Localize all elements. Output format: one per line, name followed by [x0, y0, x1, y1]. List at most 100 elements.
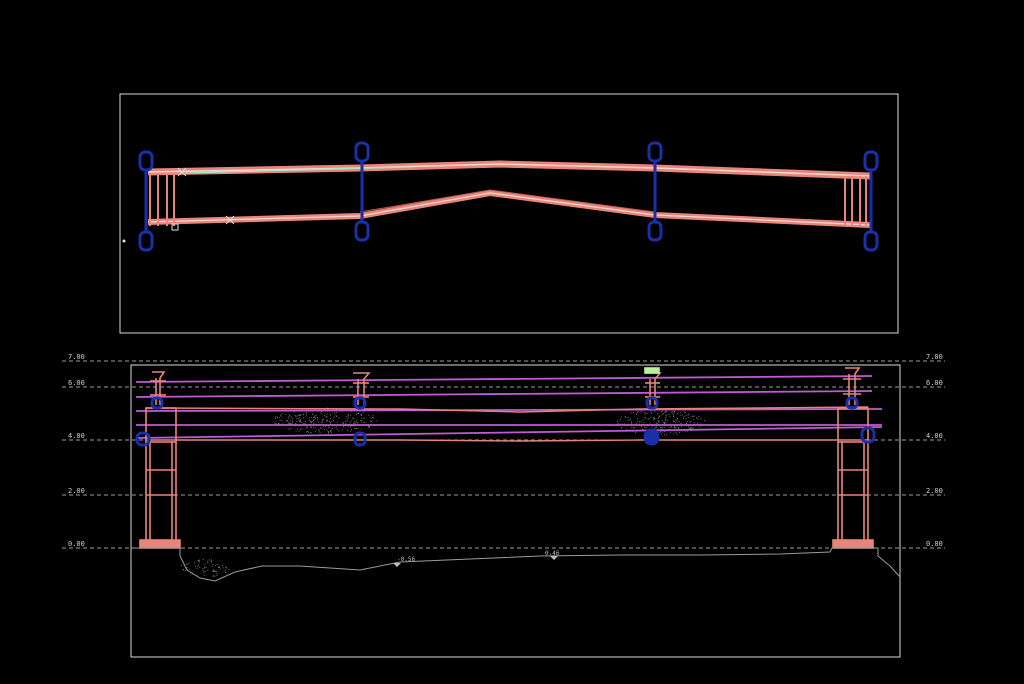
point-cloud-dot: [631, 412, 633, 414]
point-cloud-dot: [621, 427, 622, 429]
point-cloud-dot: [665, 415, 667, 417]
point-cloud-dot: [664, 411, 666, 413]
point-cloud-dot: [368, 414, 370, 416]
point-cloud-dot: [701, 423, 703, 425]
point-cloud-dot: [666, 434, 668, 436]
point-cloud-dot: [654, 417, 656, 419]
point-cloud-dot: [324, 415, 326, 417]
point-cloud-dot: [204, 571, 206, 572]
point-cloud-dot: [619, 419, 621, 421]
point-cloud-dot: [299, 420, 300, 422]
point-cloud-dot: [291, 423, 292, 425]
point-cloud-dot: [222, 567, 224, 569]
point-cloud-dot: [683, 416, 685, 418]
point-cloud-dot: [656, 423, 658, 425]
point-cloud-dot: [647, 418, 649, 420]
level-label: 2.00: [68, 487, 85, 495]
point-cloud-dot: [668, 414, 670, 415]
point-cloud-dot: [217, 567, 219, 568]
point-cloud-dot: [216, 575, 218, 577]
point-cloud-dot: [687, 430, 689, 432]
level-label: 7.00: [68, 353, 85, 361]
point-cloud-dot: [357, 412, 359, 414]
point-cloud-dot: [300, 414, 302, 416]
point-cloud-dot: [348, 415, 350, 416]
point-cloud-dot: [660, 431, 662, 432]
point-cloud-dot: [671, 426, 672, 428]
point-cloud-dot: [299, 419, 301, 421]
point-cloud-dot: [356, 420, 358, 422]
point-cloud-dot: [676, 418, 678, 420]
point-cloud-dot: [182, 569, 184, 571]
point-cloud-dot: [685, 412, 686, 413]
point-cloud-dot: [620, 416, 622, 418]
point-cloud-dot: [641, 426, 643, 427]
point-cloud-dot: [643, 412, 645, 413]
point-cloud-dot: [672, 421, 674, 423]
point-cloud-dot: [667, 420, 669, 421]
point-cloud-dot: [220, 568, 221, 570]
point-cloud-dot: [624, 416, 626, 418]
hanger-cap-highlight: [644, 367, 660, 374]
point-cloud-dot: [321, 420, 323, 422]
point-cloud-dot: [370, 420, 372, 422]
point-cloud-dot: [305, 421, 306, 423]
point-cloud-dot: [294, 415, 296, 417]
point-cloud-dot: [223, 570, 225, 572]
point-cloud-dot: [370, 417, 372, 419]
point-cloud-dot: [354, 428, 356, 429]
point-cloud-dot: [670, 411, 672, 413]
point-cloud-dot: [672, 411, 674, 413]
point-cloud-dot: [308, 417, 310, 419]
point-cloud-dot: [306, 415, 308, 417]
point-cloud-dot: [338, 430, 340, 432]
point-cloud-dot: [657, 412, 659, 414]
point-cloud-dot: [303, 423, 305, 424]
point-cloud-dot: [196, 568, 198, 570]
point-cloud-dot: [304, 423, 306, 425]
plan-lower-deck: [147, 189, 871, 228]
point-cloud-dot: [298, 415, 300, 417]
point-cloud-dot: [278, 423, 279, 424]
point-cloud-dot: [639, 423, 640, 425]
point-cloud-dot: [299, 421, 301, 423]
point-cloud-dot: [287, 418, 289, 420]
point-cloud-dot: [672, 412, 674, 414]
deck: [145, 406, 869, 442]
point-cloud-dot: [666, 415, 668, 417]
point-cloud-dot: [322, 419, 324, 420]
point-cloud-dot: [311, 421, 313, 423]
point-cloud-dot: [679, 412, 681, 414]
point-cloud-dot: [320, 421, 322, 423]
point-cloud-dot: [188, 562, 190, 564]
point-cloud-dot: [638, 421, 640, 423]
point-cloud-dot: [349, 431, 351, 433]
point-cloud-dot: [704, 420, 706, 421]
point-cloud-dot: [225, 566, 226, 568]
point-cloud-dot: [328, 427, 330, 428]
point-cloud-dot: [300, 429, 302, 430]
level-lines: [62, 360, 945, 549]
point-cloud-dot: [642, 419, 644, 421]
point-cloud-dot: [692, 428, 694, 429]
cross-marker-icon: [177, 167, 187, 177]
point-cloud-dot: [291, 418, 293, 420]
level-label: 6.00: [926, 379, 943, 387]
point-cloud-dot: [692, 419, 694, 420]
point-cloud-dot: [205, 566, 207, 568]
point-cloud-dot: [674, 425, 675, 427]
point-cloud-dot: [274, 422, 276, 424]
point-cloud-dot: [657, 420, 659, 422]
point-cloud-dot: [358, 413, 359, 415]
point-cloud-dot: [688, 413, 690, 415]
point-cloud-dot: [328, 421, 330, 422]
point-cloud-dot: [199, 561, 200, 563]
point-cloud-dot: [698, 415, 700, 417]
point-cloud-dot: [317, 419, 319, 421]
point-cloud-dot: [319, 432, 321, 434]
point-cloud-dot: [225, 572, 227, 573]
point-cloud-dot: [336, 415, 337, 417]
point-cloud-dot: [661, 411, 662, 413]
point-cloud-dot: [336, 429, 338, 430]
point-cloud-dot: [650, 411, 652, 413]
